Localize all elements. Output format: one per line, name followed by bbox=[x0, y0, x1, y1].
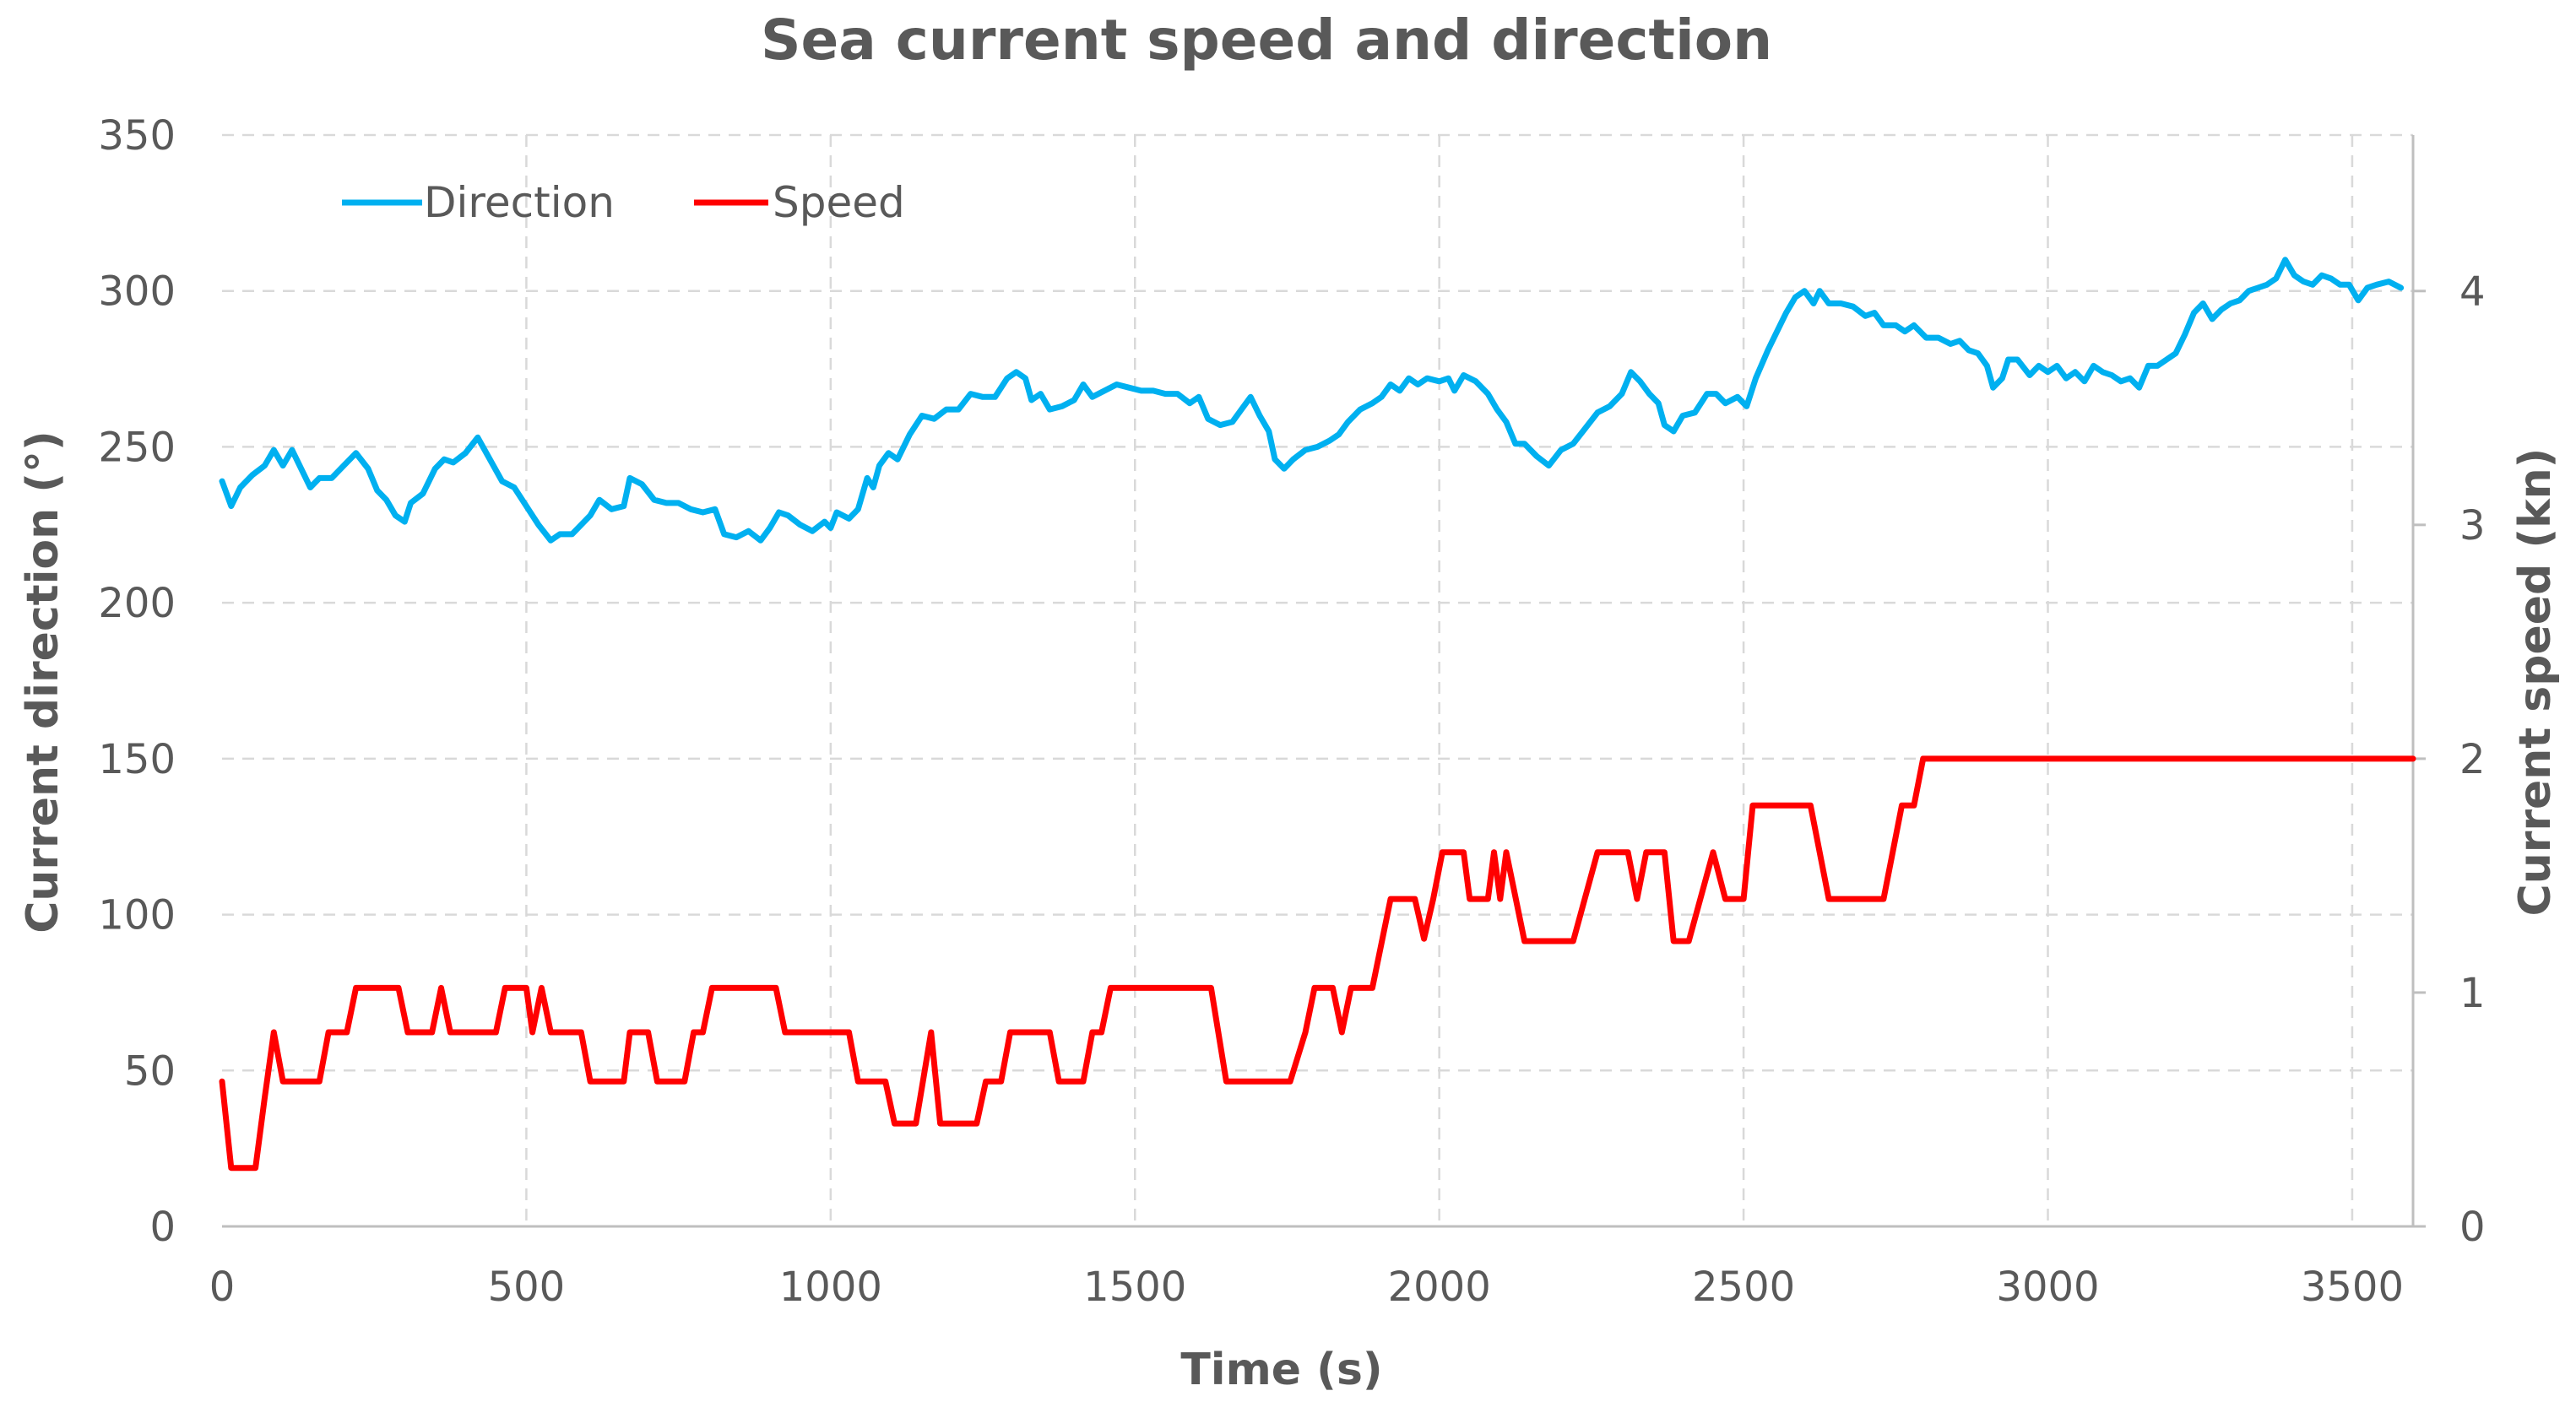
x-tick-label: 2500 bbox=[1692, 1264, 1795, 1311]
x-tick-label: 500 bbox=[488, 1264, 566, 1311]
x-tick-label: 3500 bbox=[2301, 1264, 2404, 1311]
y-tick-label-left: 150 bbox=[98, 736, 176, 783]
series-line-speed bbox=[219, 755, 2416, 1172]
y-tick-label-left: 250 bbox=[98, 424, 176, 471]
series-layer bbox=[219, 257, 2416, 1172]
x-tick-label: 3000 bbox=[1996, 1264, 2099, 1311]
x-tick-label: 0 bbox=[209, 1264, 236, 1311]
y-tick-label-left: 50 bbox=[124, 1047, 176, 1095]
y-axis-title-left: Current direction (°) bbox=[18, 430, 68, 934]
grid-layer bbox=[222, 133, 2415, 1226]
x-tick-label: 1500 bbox=[1083, 1264, 1186, 1311]
legend-label-speed: Speed bbox=[773, 178, 905, 227]
y-tick-label-left: 350 bbox=[98, 112, 176, 160]
x-axis-title: Time (s) bbox=[1180, 1345, 1382, 1395]
y-tick-label-right: 0 bbox=[2459, 1204, 2486, 1251]
legend-label-direction: Direction bbox=[424, 178, 615, 227]
y-tick-label-left: 100 bbox=[98, 892, 176, 939]
axes-layer bbox=[222, 135, 2426, 1228]
y-tick-label-right: 4 bbox=[2459, 268, 2486, 316]
y-tick-label-left: 0 bbox=[149, 1204, 176, 1251]
y-tick-label-right: 3 bbox=[2459, 502, 2486, 549]
chart-title: Sea current speed and direction bbox=[761, 8, 1772, 73]
y-axis-title-right: Current speed (kn) bbox=[2510, 448, 2561, 917]
y-tick-label-left: 300 bbox=[98, 268, 176, 316]
series-line-direction bbox=[219, 257, 2405, 544]
x-tick-label: 1000 bbox=[779, 1264, 882, 1311]
y-tick-label-right: 1 bbox=[2459, 970, 2486, 1017]
x-tick-label: 2000 bbox=[1388, 1264, 1491, 1311]
y-tick-label-right: 2 bbox=[2459, 736, 2486, 783]
legend: Direction Speed bbox=[342, 178, 905, 227]
y-tick-label-left: 200 bbox=[98, 580, 176, 627]
